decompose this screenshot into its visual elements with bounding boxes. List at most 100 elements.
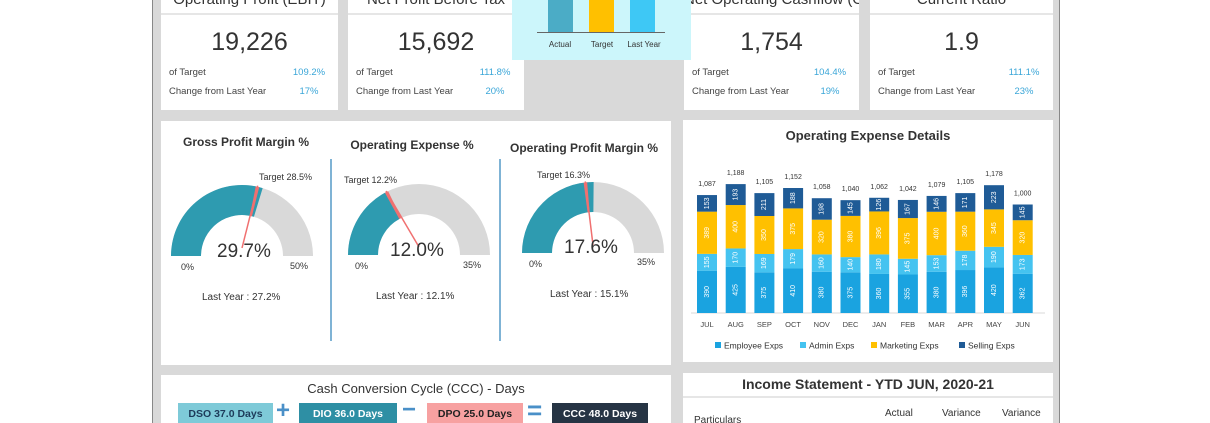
minus-icon: − — [402, 396, 417, 423]
bar-total-label: 1,000 — [1014, 191, 1032, 198]
gauge-fill — [171, 185, 263, 256]
bar-segment-label: 375 — [761, 287, 768, 299]
popup-comparison-chart[interactable]: Actual Target Last Year — [512, 0, 691, 60]
x-tick-label: JUN — [1015, 320, 1030, 329]
of-target-value: 109.2% — [292, 67, 326, 78]
bar-segment-label: 380 — [847, 231, 854, 243]
bar-segment-label: 360 — [962, 225, 969, 237]
kpi-value: 19,226 — [211, 28, 288, 56]
bar-segment-label: 198 — [819, 203, 826, 215]
of-target-row: of Target 109.2% — [161, 67, 338, 78]
bar-segment — [754, 193, 775, 217]
bar-segment-label: 375 — [790, 223, 797, 235]
bar-segment-label: 380 — [933, 286, 940, 298]
bar-segment-label: 320 — [1020, 232, 1027, 244]
x-tick-label: APR — [958, 320, 974, 329]
bar-segment-label: 355 — [905, 288, 912, 300]
gauges-panel: Gross Profit Margin % Operating Expense … — [161, 121, 671, 365]
bar-segment — [840, 272, 861, 313]
dpo-box: DPO 25.0 Days — [427, 403, 523, 423]
x-tick-label: MAR — [928, 320, 945, 329]
kpi-card-npbt: Net Profit Before Tax 15,692 of Target 11… — [348, 0, 524, 110]
bar-total-label: 1,105 — [957, 179, 975, 186]
x-tick-label: MAY — [986, 320, 1002, 329]
bar-segment-label: 169 — [761, 257, 768, 269]
change-row: Change from Last Year 19% — [684, 86, 859, 97]
bar-segment — [1012, 220, 1033, 255]
bar-segment — [811, 219, 832, 255]
bar-segment-label: 167 — [905, 203, 912, 215]
gauge-last-year: Last Year : 15.1% — [550, 289, 629, 300]
bar-segment — [869, 197, 890, 212]
bar-segment-label: 396 — [962, 286, 969, 298]
gauges-svg — [171, 181, 664, 256]
bar-segment-label: 170 — [733, 252, 740, 264]
bar-segment — [697, 211, 717, 254]
bar-segment — [955, 193, 976, 212]
bar-segment — [725, 248, 746, 267]
bar-segment — [783, 249, 804, 269]
x-tick-label: OCT — [785, 320, 801, 329]
bar-segment-label: 145 — [847, 202, 854, 214]
gauge-value: 17.6% — [564, 237, 618, 258]
bar-segment-label: 160 — [819, 257, 826, 269]
bar-segment — [869, 211, 890, 255]
gauge-title: Gross Profit Margin % — [182, 135, 310, 149]
divider — [330, 159, 332, 341]
bar-segment-label: 360 — [876, 288, 883, 300]
bar-total-label: 1,188 — [727, 170, 745, 177]
bar-target — [589, 0, 614, 32]
bar-segment-label: 193 — [733, 189, 740, 201]
gauge-title: Operating Profit Margin % — [509, 141, 658, 155]
gauge-target-label: Target 16.3% — [537, 170, 591, 180]
bar-total-label: 1,178 — [985, 171, 1003, 178]
of-target-label: of Target — [169, 67, 206, 78]
bar-segment — [926, 255, 947, 272]
col-particulars: Particulars — [694, 415, 742, 423]
bar-segment — [840, 257, 861, 273]
bar-segment — [697, 195, 717, 212]
bar-last-year — [630, 0, 655, 32]
bar-total-label: 1,058 — [813, 184, 831, 191]
bar-segment-label: 155 — [704, 256, 711, 268]
bar-segment — [897, 258, 918, 275]
kpi-title: Net Operating Cashflow (OCF — [684, 0, 859, 15]
bar-total-label: 1,087 — [698, 181, 716, 188]
bar-segment-label: 389 — [704, 227, 711, 239]
gauge-max: 50% — [290, 261, 309, 271]
gauge-target-marker — [384, 191, 402, 220]
bar-segment-label: 146 — [933, 198, 940, 210]
bar-segment-label: 145 — [1020, 206, 1027, 218]
divider — [499, 159, 501, 341]
label-last-year: Last Year — [627, 40, 661, 49]
chart-title: Operating Expense Details — [785, 128, 951, 143]
bar-segment — [984, 209, 1004, 247]
gauge-value: 12.0% — [390, 240, 444, 261]
opex-chart-panel: Operating Expense Details 390 155 389 153 1,… — [683, 120, 1053, 362]
change-label: Change from Last Year — [169, 86, 267, 97]
change-row: Change from Last Year 17% — [161, 86, 338, 97]
bar-segment — [754, 253, 775, 273]
bar-segment-label: 420 — [991, 284, 998, 296]
kpi-card-ocf: Net Operating Cashflow (OCF 1,754 of Tar… — [684, 0, 859, 110]
bar-segment-label: 153 — [933, 258, 940, 270]
bar-segment — [897, 218, 918, 259]
kpi-value: 15,692 — [397, 28, 475, 56]
dio-box: DIO 36.0 Days — [299, 403, 397, 423]
of-target-label: of Target — [356, 67, 393, 78]
bar-total-label: 1,062 — [870, 184, 888, 191]
of-target-value: 111.8% — [479, 67, 511, 78]
bar-segment — [926, 195, 947, 212]
bar-segment-label: 350 — [761, 229, 768, 241]
gauge-min: 0% — [181, 262, 195, 272]
x-tick-label: FEB — [901, 320, 916, 329]
bar-segment-label: 211 — [761, 199, 768, 210]
legend-label: Selling Exps — [968, 341, 1015, 351]
bar-total-label: 1,152 — [784, 174, 802, 181]
kpi-value: 1.9 — [944, 28, 979, 56]
bar-segment — [1012, 273, 1033, 313]
bar-segment-label: 190 — [991, 251, 998, 263]
bar-segment — [955, 211, 976, 251]
legend-label: Marketing Exps — [880, 341, 939, 351]
bar-segment-label: 425 — [733, 284, 740, 296]
